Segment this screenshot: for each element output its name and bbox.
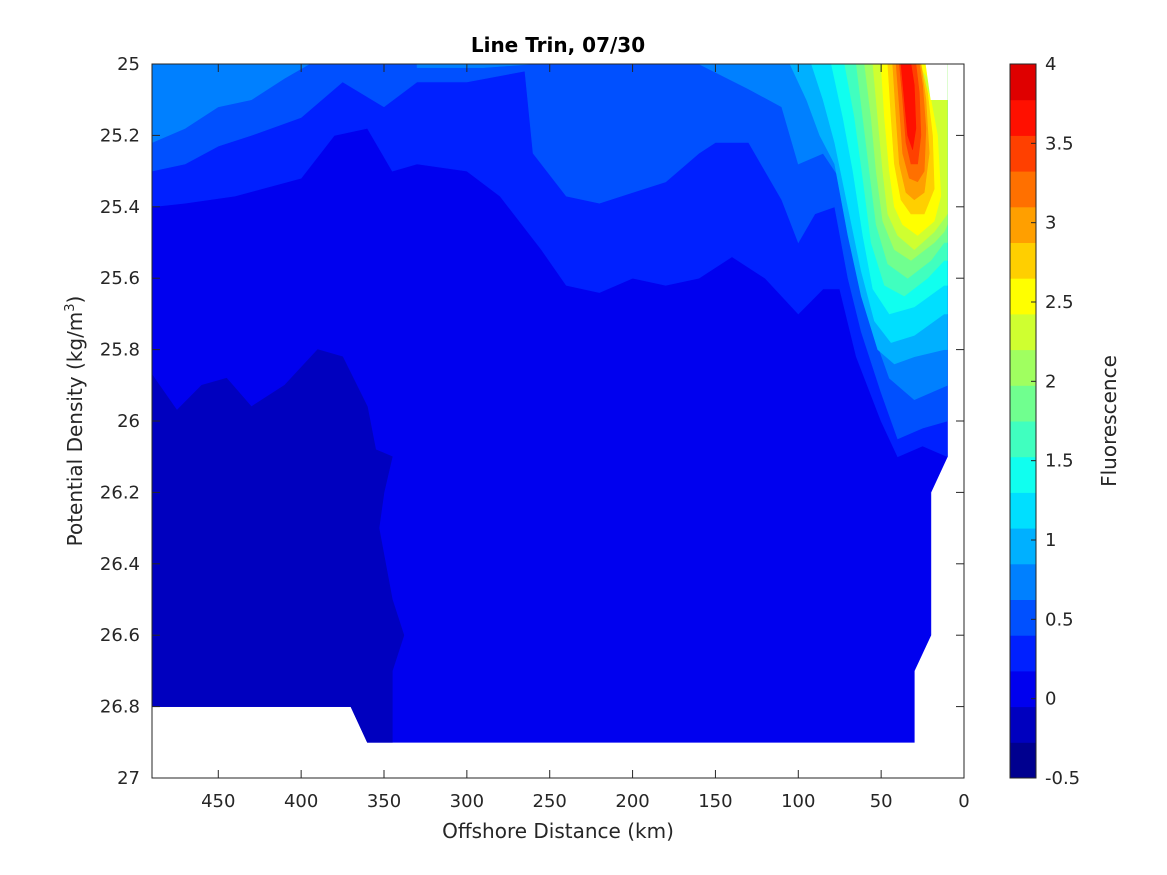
colorbar-band-12 [1010, 313, 1036, 351]
x-tick-label: 350 [367, 791, 401, 812]
colorbar-tick-label: 0 [1045, 689, 1056, 710]
colorbar-band-0 [1010, 742, 1036, 779]
y-tick-label: 27 [117, 768, 140, 789]
colorbar-band-14 [1010, 242, 1036, 279]
colorbar-band-9 [1010, 421, 1036, 458]
colorbar-tick-label: 2.5 [1045, 292, 1074, 313]
colorbar-tick-label: 3.5 [1045, 133, 1074, 154]
y-tick-label: 26 [117, 411, 140, 432]
colorbar-tick-label: -0.5 [1045, 768, 1080, 789]
x-tick-label: 150 [698, 791, 732, 812]
y-tick-label: 25.6 [100, 268, 140, 289]
x-axis-label: Offshore Distance (km) [442, 819, 674, 843]
x-axis: 450 400 350 300 250 200 150 100 50 0 [201, 64, 970, 812]
colorbar-band-13 [1010, 278, 1036, 315]
colorbar-band-5 [1010, 563, 1036, 600]
colorbar-band-4 [1010, 599, 1036, 636]
colorbar-band-6 [1010, 528, 1036, 565]
colorbar-band-7 [1010, 492, 1036, 529]
y-axis-label: Potential Density (kg/m3) [63, 296, 87, 547]
colorbar-band-1 [1010, 706, 1036, 743]
y-tick-label: 25 [117, 54, 140, 75]
y-axis-label-main: Potential Density (kg/m [63, 312, 87, 547]
colorbar-band-15 [1010, 206, 1036, 243]
colorbar-band-17 [1010, 135, 1036, 172]
colorbar-tick-label: 3 [1045, 213, 1056, 234]
colorbar-band-10 [1010, 385, 1036, 422]
colorbar-band-11 [1010, 349, 1036, 386]
colorbar-tick-label: 1.5 [1045, 451, 1074, 472]
y-tick-label: 26.4 [100, 554, 140, 575]
x-tick-label: 400 [284, 791, 318, 812]
y-tick-label: 25.8 [100, 340, 140, 361]
colorbar-label: Fluorescence [1097, 355, 1121, 487]
x-tick-label: 300 [450, 791, 484, 812]
colorbar-band-2 [1010, 670, 1036, 708]
contour-plot-area [152, 64, 948, 743]
colorbar-band-8 [1010, 456, 1036, 493]
x-tick-label: 0 [958, 791, 969, 812]
colorbar [1009, 63, 1037, 779]
contour-region-2 [152, 64, 948, 458]
chart-title: Line Trin, 07/30 [471, 33, 645, 57]
x-tick-label: 250 [533, 791, 567, 812]
colorbar-tick-label: 4 [1045, 54, 1056, 75]
colorbar-band-16 [1010, 171, 1036, 208]
colorbar-band-18 [1010, 99, 1036, 136]
colorbar-tick-label: 1 [1045, 530, 1056, 551]
colorbar-tick-label: 2 [1045, 371, 1056, 392]
y-tick-label: 26.8 [100, 697, 140, 718]
x-tick-label: 50 [870, 791, 893, 812]
colorbar-band-19 [1010, 64, 1036, 101]
y-axis: 25 25.2 25.4 25.6 25.8 26 26.2 26.4 26.6 26.8 27 [100, 54, 964, 789]
blank-region-0 [925, 64, 948, 100]
y-tick-label: 26.2 [100, 482, 140, 503]
contour-region-17 [900, 64, 917, 150]
y-tick-label: 26.6 [100, 625, 140, 646]
y-axis-label-sup: 3 [63, 303, 78, 311]
contour-region-1 [152, 349, 405, 743]
colorbar-ticks: -0.5 0 0.5 1 1.5 2 2.5 3 3.5 4 [1031, 54, 1080, 789]
y-tick-label: 25.4 [100, 197, 140, 218]
x-tick-label: 200 [615, 791, 649, 812]
colorbar-band-3 [1010, 635, 1036, 672]
x-tick-label: 450 [201, 791, 235, 812]
colorbar-frame [1009, 63, 1037, 779]
x-tick-label: 100 [781, 791, 815, 812]
y-axis-label-close: ) [63, 296, 87, 304]
y-tick-label: 25.2 [100, 125, 140, 146]
colorbar-tick-label: 0.5 [1045, 609, 1074, 630]
